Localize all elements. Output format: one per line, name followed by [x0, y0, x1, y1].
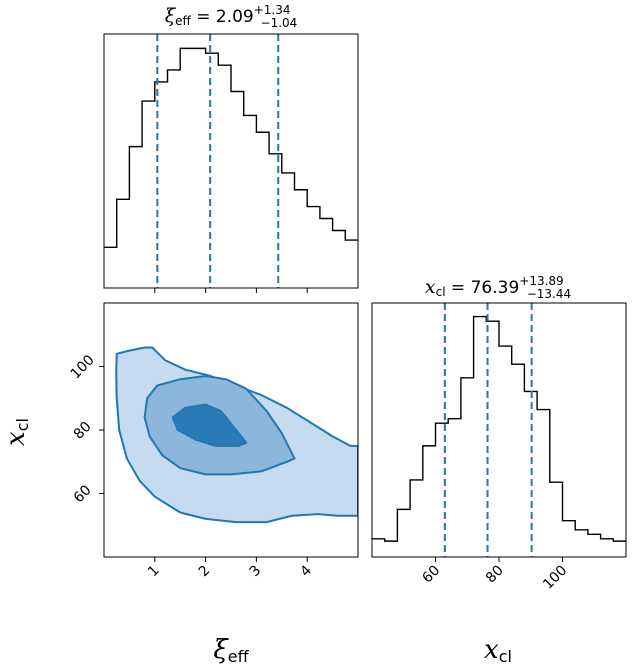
x-tick-label: 80 — [483, 563, 507, 587]
x-tick-label: 4 — [297, 562, 315, 580]
xi-hist-ticks — [154, 288, 308, 293]
x-hist-bars — [372, 315, 626, 542]
y-tick-label: 60 — [71, 482, 95, 506]
x-axis-label-vertical: xcl — [1, 418, 32, 446]
panel-x-hist: 60 80 100 xcl = 76.39+13.89 −13.44 — [371, 274, 627, 593]
x-tick-label: 100 — [540, 563, 570, 593]
x-tick-label: 2 — [196, 563, 214, 581]
x-axis-label: xcl — [484, 635, 512, 666]
x-tick-label: 60 — [419, 563, 443, 587]
x-quantile-lines — [443, 303, 533, 557]
xi-title: ξeff = 2.09+1.34 −1.04 — [165, 3, 298, 30]
joint-x-ticks: 1 2 3 4 — [145, 557, 315, 580]
x-tick-label: 1 — [145, 563, 163, 581]
histogram-step — [372, 315, 626, 542]
x-tick-label: 3 — [247, 563, 265, 581]
xi-axis-label: ξeff — [213, 635, 249, 666]
y-tick-label: 100 — [68, 352, 98, 382]
joint-y-ticks: 60 80 100 — [68, 352, 104, 506]
panel-joint: 1 2 3 4 60 80 100 — [68, 302, 359, 580]
joint-contours — [115, 346, 358, 524]
y-tick-label: 80 — [71, 419, 95, 443]
x-title: xcl = 76.39+13.89 −13.44 — [425, 274, 571, 301]
xi-quantile-lines — [156, 34, 280, 288]
x-hist-ticks: 60 80 100 — [419, 557, 570, 593]
xi-hist-frame — [103, 33, 359, 289]
contour-level-3 — [171, 403, 248, 447]
panel-xi-hist: ξeff = 2.09+1.34 −1.04 — [103, 3, 359, 293]
histogram-step — [104, 47, 358, 248]
xi-hist-bars — [104, 47, 358, 248]
